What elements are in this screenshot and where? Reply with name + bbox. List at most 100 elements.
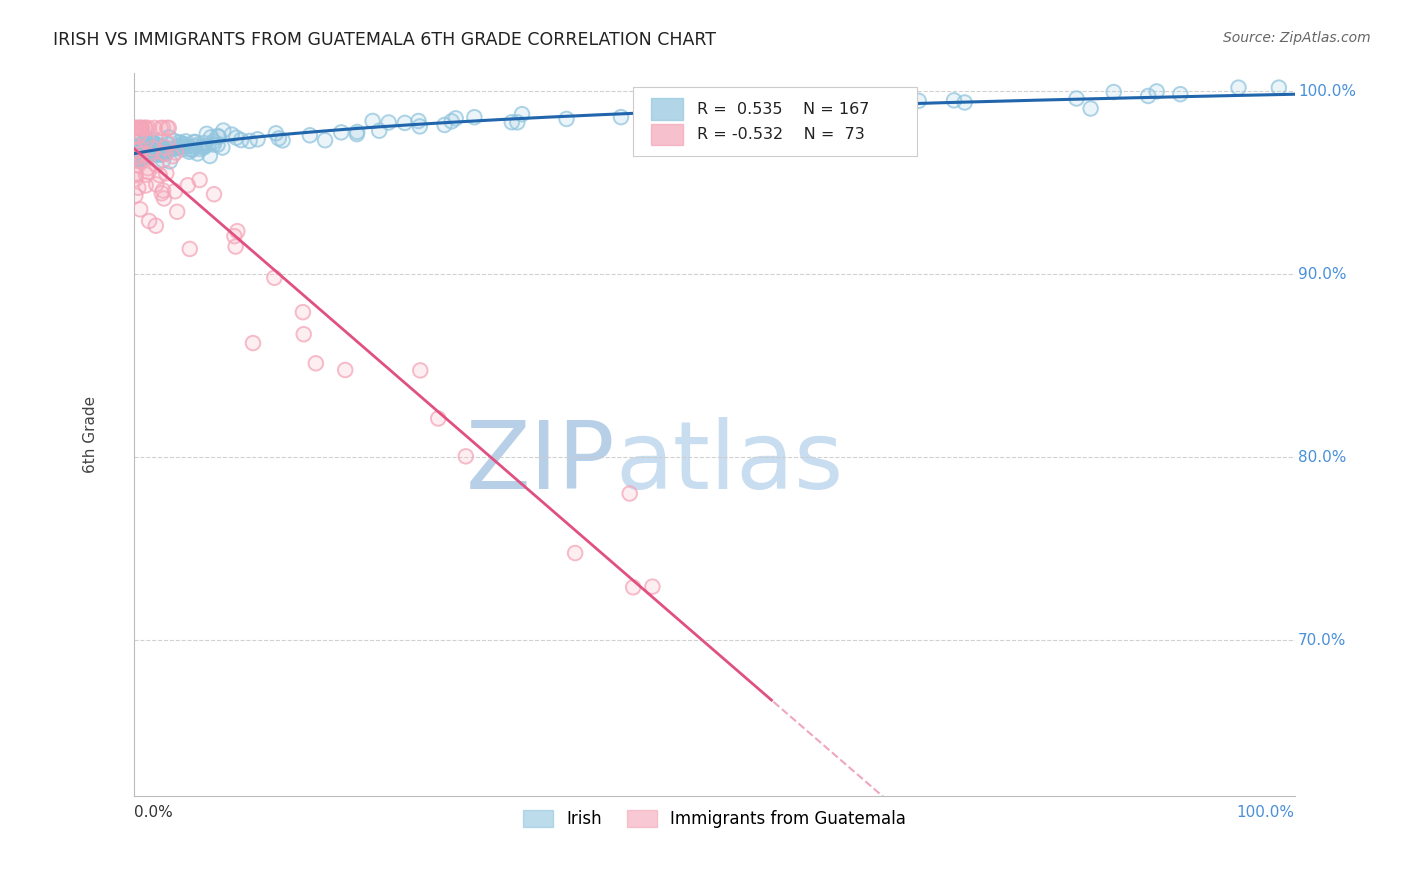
Point <box>555 112 578 126</box>
Point <box>128 148 150 162</box>
Point <box>202 135 225 149</box>
Point <box>696 104 718 119</box>
Point <box>163 184 186 198</box>
Point <box>208 130 231 145</box>
Point <box>1102 85 1125 99</box>
Point <box>212 123 235 137</box>
Point <box>1066 91 1088 105</box>
Point <box>226 224 249 238</box>
Point <box>394 116 416 130</box>
Point <box>138 143 160 157</box>
Point <box>314 133 336 147</box>
Point <box>330 125 353 139</box>
Point <box>134 138 156 153</box>
Point <box>179 143 201 157</box>
Point <box>127 140 149 154</box>
Point <box>166 204 188 219</box>
Point <box>172 136 194 151</box>
Point <box>145 142 167 156</box>
Point <box>127 180 149 194</box>
Point <box>346 125 368 139</box>
Point <box>157 143 180 157</box>
Point <box>1066 91 1088 105</box>
Point <box>129 153 152 167</box>
Point <box>183 135 205 149</box>
Point <box>155 146 177 161</box>
Point <box>1146 85 1168 99</box>
Point <box>136 147 159 161</box>
Point <box>298 128 321 143</box>
Point <box>330 125 353 139</box>
Text: 90.0%: 90.0% <box>1298 267 1347 282</box>
Point <box>141 135 163 149</box>
Point <box>713 99 735 113</box>
Point <box>149 139 172 153</box>
Point <box>142 143 165 157</box>
Point <box>141 132 163 146</box>
Point <box>221 128 243 142</box>
Point <box>271 133 294 147</box>
Text: 100.0%: 100.0% <box>1237 805 1295 821</box>
Point <box>138 139 160 153</box>
Point <box>129 144 152 158</box>
Point <box>444 112 467 126</box>
Point <box>207 128 229 143</box>
Point <box>152 145 174 160</box>
Point <box>127 120 149 135</box>
Point <box>136 161 159 176</box>
Point <box>149 145 172 159</box>
Point <box>506 115 529 129</box>
Point <box>135 178 157 193</box>
Point <box>179 143 201 157</box>
Point <box>124 145 146 159</box>
Point <box>1137 89 1160 103</box>
Point <box>179 145 201 159</box>
Point <box>148 146 170 161</box>
Point <box>124 149 146 163</box>
Point <box>444 112 467 126</box>
Point <box>156 137 179 152</box>
Text: 80.0%: 80.0% <box>1298 450 1347 465</box>
Point <box>128 145 150 159</box>
Point <box>239 134 262 148</box>
Point <box>647 116 669 130</box>
Point <box>132 142 155 156</box>
Point <box>124 149 146 163</box>
Point <box>1227 80 1250 95</box>
Point <box>124 135 146 149</box>
Point <box>170 140 193 154</box>
Point <box>267 131 290 145</box>
Point <box>200 130 222 145</box>
Point <box>193 140 215 154</box>
Point <box>128 153 150 167</box>
Point <box>1137 89 1160 103</box>
Point <box>136 139 159 153</box>
Point <box>887 97 910 112</box>
Point <box>211 140 233 154</box>
Point <box>292 327 315 342</box>
Point <box>153 192 176 206</box>
Text: 6th Grade: 6th Grade <box>83 396 97 473</box>
Point <box>305 356 328 370</box>
Point <box>131 120 153 135</box>
Point <box>149 120 172 135</box>
Point <box>131 147 153 161</box>
Point <box>132 149 155 163</box>
Point <box>165 141 187 155</box>
Point <box>156 142 179 156</box>
Point <box>191 139 214 153</box>
Point <box>440 114 463 128</box>
Point <box>191 139 214 153</box>
Point <box>149 142 172 156</box>
Point <box>157 130 180 145</box>
Point <box>1102 85 1125 99</box>
Point <box>187 137 209 152</box>
Point <box>139 148 162 162</box>
Point <box>377 115 399 129</box>
Point <box>165 145 187 160</box>
Point <box>150 147 173 161</box>
Point <box>183 135 205 149</box>
Point <box>127 148 149 162</box>
Point <box>135 133 157 147</box>
Point <box>141 146 163 161</box>
